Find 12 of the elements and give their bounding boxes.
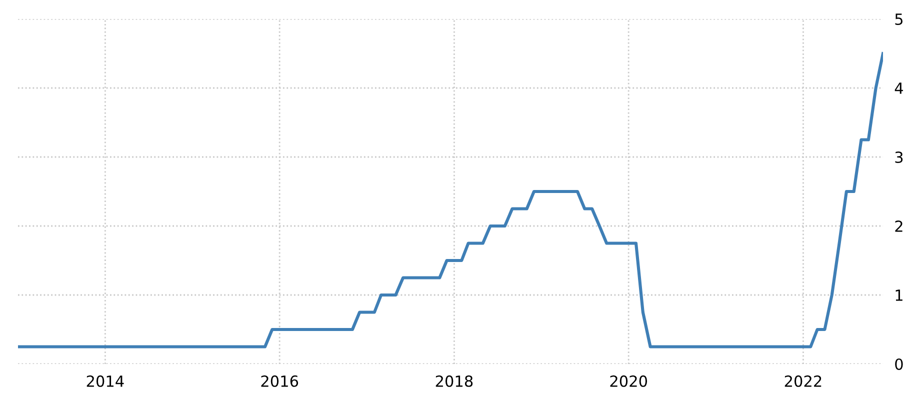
x-tick-label: 2020 <box>610 375 648 387</box>
x-tick-label: 2018 <box>436 375 473 387</box>
x-tick-label: 2016 <box>261 375 298 387</box>
y-tick-label: 1 <box>896 290 902 301</box>
y-tick-label: 0 <box>895 358 903 370</box>
y-tick-label: 5 <box>895 14 902 26</box>
x-tick-label: 2014 <box>86 375 124 387</box>
x-tick-label: 2022 <box>784 375 822 387</box>
y-tick-label: 3 <box>895 151 903 164</box>
line-series <box>18 52 883 348</box>
y-tick-label: 4 <box>894 82 903 94</box>
y-tick-label: 2 <box>895 220 902 232</box>
